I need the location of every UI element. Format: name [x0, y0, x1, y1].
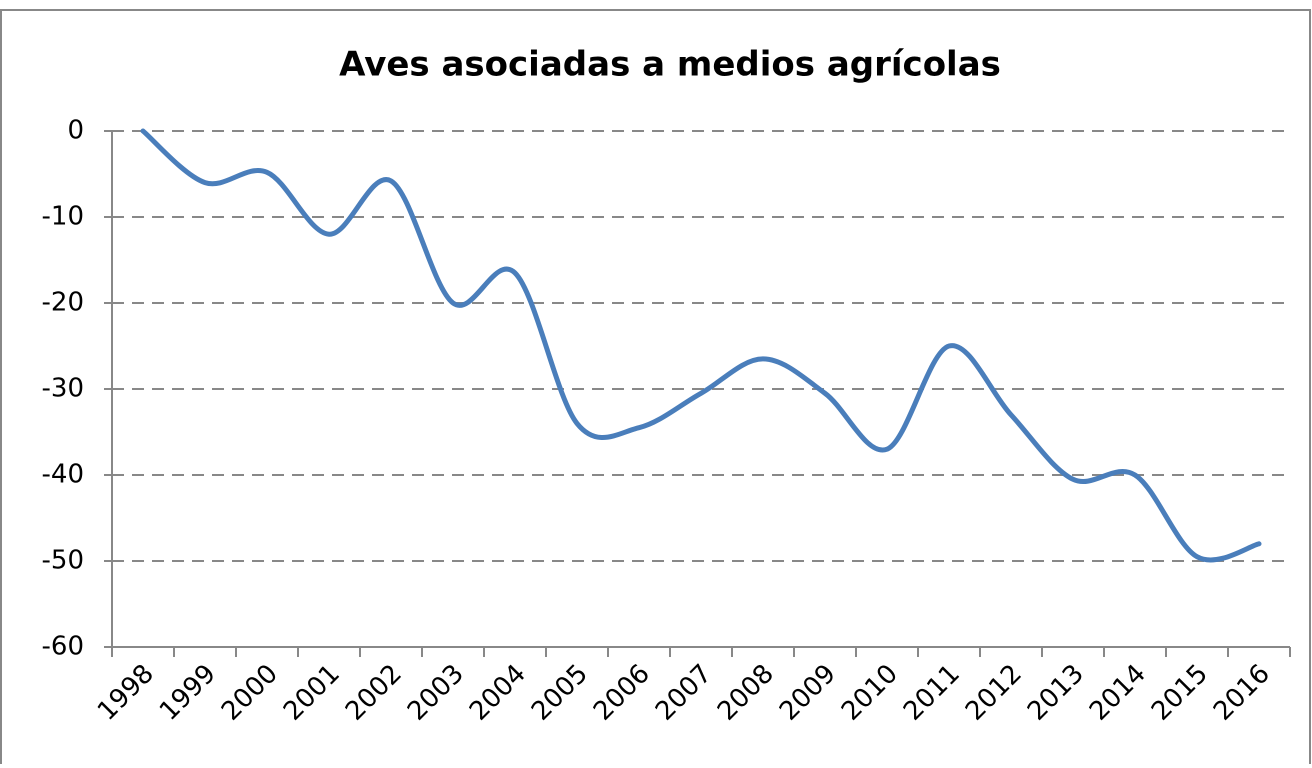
y-tick-label: -60 — [42, 632, 84, 662]
x-tick-label: 2009 — [774, 659, 842, 727]
x-tick-label: 2001 — [278, 659, 346, 727]
x-tick-label: 2016 — [1208, 659, 1276, 727]
y-tick-label: 0 — [67, 116, 84, 146]
chart-title: Aves asociadas a medios agrícolas — [339, 45, 1001, 85]
x-tick-label: 2007 — [650, 659, 718, 727]
x-tick-label: 2002 — [340, 659, 408, 727]
x-tick-label: 2004 — [464, 659, 532, 727]
frame — [0, 9, 1311, 768]
x-tick-label: 2008 — [712, 659, 780, 727]
x-tick-label: 2010 — [836, 659, 904, 727]
x-tick-label: 2013 — [1022, 659, 1090, 727]
x-tick-label: 2014 — [1084, 659, 1152, 727]
x-tick-label: 2015 — [1146, 659, 1214, 727]
x-tick-label: 2011 — [898, 659, 966, 727]
x-tick-label: 2003 — [402, 659, 470, 727]
x-tick-label: 2012 — [960, 659, 1028, 727]
y-tick-label: -30 — [42, 374, 84, 404]
x-tick-label: 1998 — [92, 659, 160, 727]
y-tick-label: -40 — [42, 460, 84, 490]
y-tick-label: -20 — [42, 288, 84, 318]
x-tick-label: 2005 — [526, 659, 594, 727]
x-tick-label: 1999 — [154, 659, 222, 727]
y-tick-label: -50 — [42, 546, 84, 576]
line — [140, 128, 1262, 563]
x-tick-label: 2000 — [216, 659, 284, 727]
y-tick-label: -10 — [42, 202, 84, 232]
x-tick-label: 2006 — [588, 659, 656, 727]
